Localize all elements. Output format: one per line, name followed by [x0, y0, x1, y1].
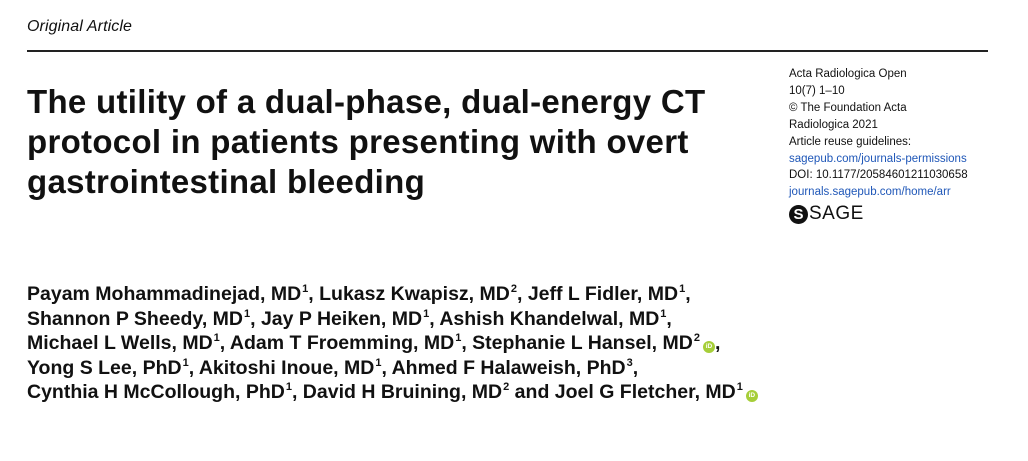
author-line: Yong S Lee, PhD1, Akitoshi Inoue, MD1, A… [27, 356, 987, 381]
affiliation-marker: 1 [285, 381, 292, 393]
author-separator: , [219, 332, 230, 354]
journal-name: Acta Radiologica Open [789, 68, 907, 80]
author-separator: , [461, 332, 473, 354]
copyright-line-1: © The Foundation Acta [789, 101, 907, 114]
author-line: Michael L Wells, MD1, Adam T Froemming, … [27, 331, 987, 356]
author-separator: , [308, 283, 320, 305]
affiliation-marker: 1 [243, 307, 251, 320]
author-name: Ahmed F Halaweish, PhD [391, 356, 626, 379]
author-separator: , [429, 307, 440, 330]
author-name: Ashish Khandelwal, MD [439, 307, 660, 330]
author-name: Akitoshi Inoue, MD [198, 356, 375, 379]
copyright-line-2: Radiologica 2021 [789, 118, 878, 131]
affiliation-marker: 1 [660, 307, 667, 320]
sage-logo-icon: S [789, 204, 808, 224]
affiliation-marker: 1 [423, 307, 430, 320]
author-name: Lukasz Kwapisz, MD [319, 283, 510, 305]
permissions-link[interactable]: sagepub.com/journals-permissions [789, 152, 967, 165]
affiliation-marker: 1 [455, 332, 462, 344]
reuse-guidelines-label: Article reuse guidelines: [789, 135, 912, 148]
author-name: David H Bruining, MD [302, 381, 503, 403]
affiliation-marker: 1 [213, 332, 220, 344]
header-divider [27, 50, 988, 52]
author-name: Yong S Lee, PhD [27, 356, 182, 379]
article-title: The utility of a dual-phase, dual-energy… [27, 83, 706, 200]
author-separator: , [685, 283, 691, 305]
affiliation-marker: 2 [503, 381, 510, 393]
affiliation-marker: 1 [182, 356, 189, 369]
affiliation-marker: 3 [626, 356, 633, 369]
author-list: Payam Mohammadinejad, MD1, Lukasz Kwapis… [27, 282, 987, 405]
author-name: Payam Mohammadinejad, MD [27, 283, 302, 305]
author-line: Cynthia H McCollough, PhD1, David H Brui… [27, 380, 987, 405]
author-line: Payam Mohammadinejad, MD1, Lukasz Kwapis… [27, 282, 987, 307]
affiliation-marker: 1 [679, 283, 686, 295]
doi-text: DOI: 10.1177/20584601211030658 [789, 169, 968, 182]
affiliation-marker: 2 [693, 332, 700, 344]
author-name: Adam T Froemming, MD [229, 332, 455, 354]
author-line: Shannon P Sheedy, MD1, Jay P Heiken, MD1… [27, 307, 987, 332]
author-name: Jeff L Fidler, MD [527, 283, 679, 305]
affiliation-marker: 1 [375, 356, 382, 369]
orcid-icon[interactable]: iD [745, 390, 758, 402]
author-separator: , [714, 332, 721, 354]
affiliation-marker: 2 [510, 283, 517, 295]
author-name: Cynthia H McCollough, PhD [27, 381, 285, 403]
author-separator: , [381, 356, 392, 379]
author-separator: , [250, 307, 261, 330]
author-separator: , [291, 381, 303, 403]
sage-logo: S SAGE [789, 203, 1009, 225]
author-name: Shannon P Sheedy, MD [27, 307, 243, 330]
author-name: Michael L Wells, MD [27, 332, 213, 354]
sage-logo-text: SAGE [809, 203, 864, 225]
article-type-label: Original Article [27, 18, 133, 35]
affiliation-marker: 1 [302, 283, 309, 295]
author-separator: and [509, 381, 555, 403]
author-separator: , [516, 283, 528, 305]
author-name: Joel G Fletcher, MD [554, 381, 736, 403]
author-name: Jay P Heiken, MD [260, 307, 423, 330]
orcid-icon[interactable]: iD [702, 341, 715, 353]
journal-issue: 10(7) 1–10 [789, 84, 845, 97]
author-separator: , [188, 356, 199, 379]
journal-home-link[interactable]: journals.sagepub.com/home/arr [789, 186, 951, 199]
author-separator: , [666, 307, 672, 330]
journal-info: Acta Radiologica Open 10(7) 1–10 © The F… [789, 66, 1009, 225]
affiliation-marker: 1 [736, 381, 743, 393]
author-separator: , [632, 356, 639, 379]
author-name: Stephanie L Hansel, MD [472, 332, 693, 354]
